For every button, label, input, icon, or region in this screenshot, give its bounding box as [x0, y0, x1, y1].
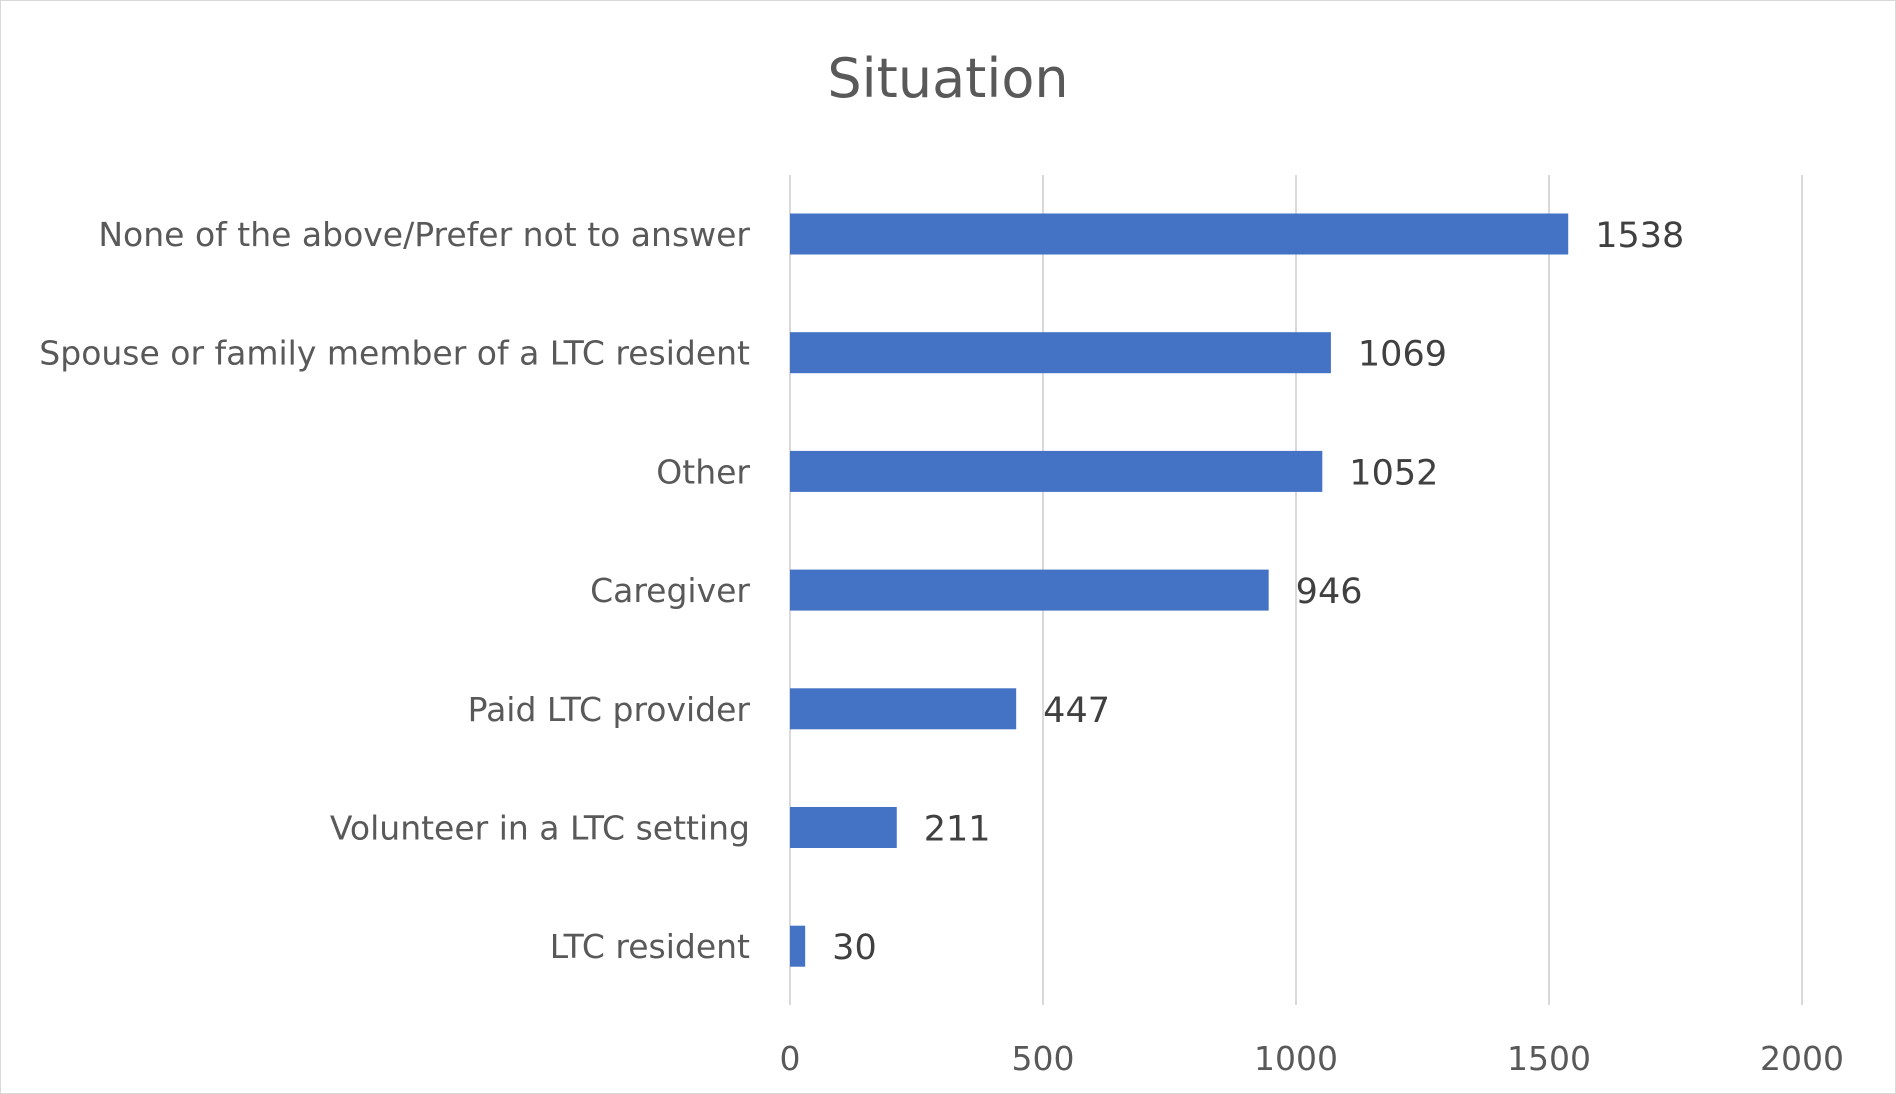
bar [790, 213, 1569, 255]
category-label: Other [656, 452, 750, 491]
category-label: Paid LTC provider [468, 690, 751, 729]
data-label: 946 [1296, 572, 1363, 612]
x-tick-label: 500 [1012, 1039, 1075, 1078]
data-label: 211 [924, 810, 991, 850]
chart-title: Situation [827, 47, 1069, 110]
bars [790, 213, 1569, 967]
data-label: 1538 [1595, 216, 1684, 256]
category-label: Caregiver [590, 571, 750, 610]
data-label: 1069 [1358, 335, 1447, 375]
data-label: 1052 [1349, 453, 1438, 493]
data-labels: 1538 1069 1052 946 447 211 30 [832, 216, 1684, 968]
data-label: 447 [1043, 691, 1110, 731]
x-tick-label: 1000 [1254, 1039, 1338, 1078]
bar [790, 450, 1323, 492]
bar [790, 807, 897, 848]
x-tick-label: 2000 [1760, 1039, 1844, 1078]
bar [790, 688, 1017, 730]
bar [790, 925, 806, 967]
category-label: LTC resident [550, 927, 750, 966]
bar [790, 332, 1331, 374]
x-tick-label: 0 [780, 1039, 801, 1078]
bar [790, 569, 1269, 611]
data-label: 30 [832, 928, 877, 968]
category-label: Spouse or family member of a LTC residen… [39, 334, 750, 373]
x-tick-label: 1500 [1507, 1039, 1591, 1078]
category-labels: None of the above/Prefer not to answer Sp… [39, 215, 750, 966]
category-label: None of the above/Prefer not to answer [98, 215, 750, 254]
category-label: Volunteer in a LTC setting [330, 809, 750, 848]
tick-labels: 0 500 1000 1500 2000 [780, 1039, 1844, 1078]
